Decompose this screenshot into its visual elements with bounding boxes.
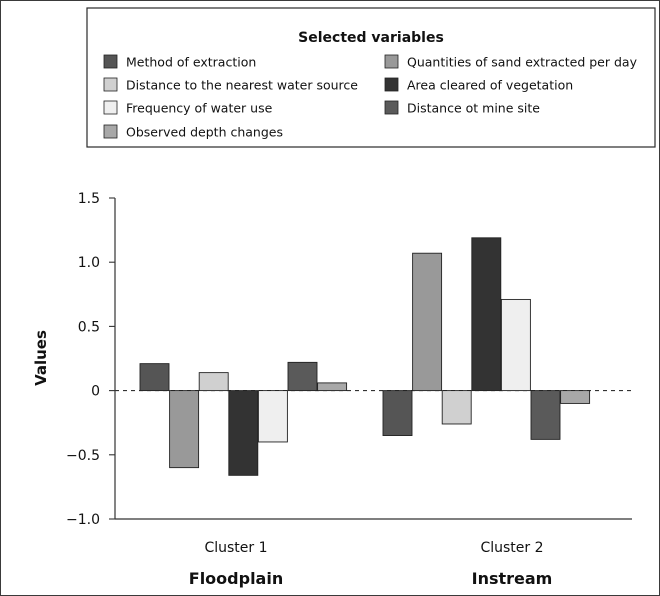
- bar: [500, 298, 531, 392]
- bar: [317, 382, 348, 392]
- legend-item: Distance to the nearest water source: [103, 77, 358, 93]
- bar: [382, 390, 413, 436]
- legend-label: Quantities of sand extracted per day: [407, 55, 638, 70]
- y-tick-label: 0.5: [78, 319, 100, 335]
- legend-item: Frequency of water use: [103, 100, 273, 116]
- legend: Selected variables Method of extraction D…: [86, 7, 656, 148]
- legend-swatch: [103, 77, 118, 92]
- legend-title: Selected variables: [298, 30, 444, 46]
- group-label: Floodplain: [189, 569, 283, 588]
- legend-item: Distance ot mine site: [384, 100, 540, 116]
- legend-label: Distance to the nearest water source: [126, 78, 358, 93]
- bar: [198, 372, 229, 392]
- y-tick-label: −0.5: [66, 448, 100, 464]
- legend-label: Frequency of water use: [126, 101, 273, 116]
- y-tick-label: 1.0: [78, 255, 100, 271]
- y-axis-label: Values: [32, 330, 50, 386]
- legend-label: Area cleared of vegetation: [407, 78, 573, 93]
- bar: [139, 363, 170, 392]
- x-tick-label: Cluster 2: [480, 540, 543, 556]
- bar: [441, 390, 472, 425]
- group-label: Instream: [472, 569, 553, 588]
- legend-item: Area cleared of vegetation: [384, 77, 573, 93]
- bar: [560, 390, 591, 404]
- bar: [228, 390, 259, 476]
- bar: [169, 390, 200, 469]
- legend-swatch: [103, 54, 118, 69]
- x-axis-labels: Cluster 1 Floodplain Cluster 2 Instream: [189, 540, 553, 588]
- bar: [530, 390, 561, 440]
- y-tick-label: −1.0: [66, 512, 100, 528]
- bar: [257, 390, 288, 443]
- legend-swatch: [384, 77, 399, 92]
- bars: [139, 237, 591, 476]
- bar: [471, 237, 502, 392]
- legend-label: Observed depth changes: [126, 125, 283, 140]
- legend-label: Distance ot mine site: [407, 101, 540, 116]
- legend-swatch: [384, 100, 399, 115]
- legend-label: Method of extraction: [126, 55, 256, 70]
- legend-swatch: [384, 54, 399, 69]
- legend-item: Method of extraction: [103, 54, 256, 70]
- legend-item: Quantities of sand extracted per day: [384, 54, 638, 70]
- legend-item: Observed depth changes: [103, 124, 283, 140]
- legend-swatch: [103, 124, 118, 139]
- y-tick-label: 1.5: [78, 191, 100, 207]
- x-tick-label: Cluster 1: [204, 540, 267, 556]
- axes: −1.0 −0.5 0 0.5 1.0 1.5: [66, 191, 632, 528]
- bar: [412, 252, 443, 392]
- bar: [287, 361, 318, 392]
- legend-box: [86, 7, 656, 148]
- legend-swatch: [103, 100, 118, 115]
- y-tick-label: 0: [91, 384, 100, 400]
